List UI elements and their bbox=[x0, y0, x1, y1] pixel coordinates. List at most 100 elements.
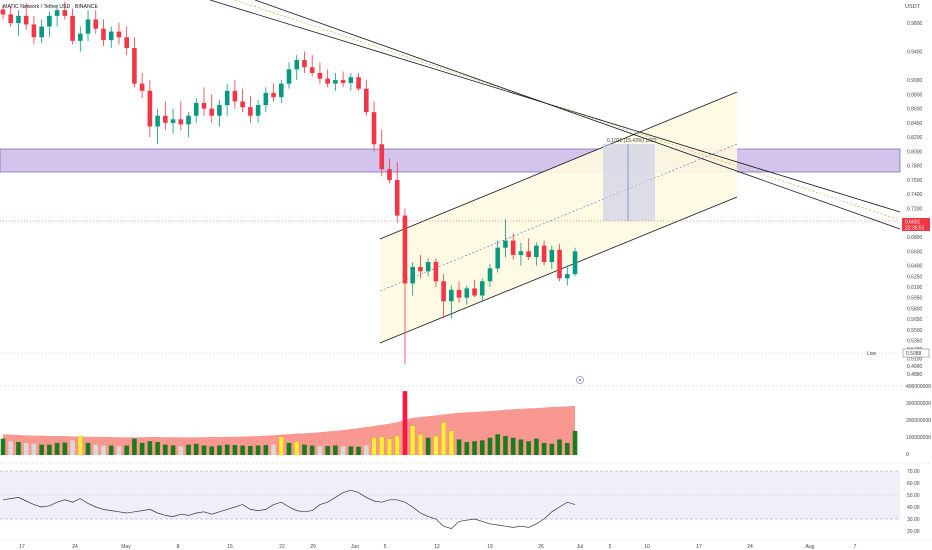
candle bbox=[78, 26, 83, 52]
candle-body bbox=[23, 15, 29, 25]
volume-bar bbox=[124, 445, 129, 455]
time-axis[interactable]: 17 24 May 8 15 22 29 Jun 5 12 19 26 Jul 5 10 17 24 Aug 7 bbox=[19, 544, 856, 550]
candle-body bbox=[286, 69, 292, 84]
price-axis-label: 0.4990 bbox=[907, 364, 923, 370]
candle-body bbox=[278, 83, 284, 98]
price-axis-label: 0.9800 bbox=[907, 21, 923, 27]
volume-bar bbox=[325, 446, 330, 455]
rsi-axis-label: 50.00 bbox=[907, 493, 920, 499]
candle bbox=[333, 72, 338, 91]
downtrend-lower-line[interactable] bbox=[254, 0, 901, 230]
volume-bar bbox=[0, 438, 6, 455]
candle bbox=[271, 83, 276, 102]
candle-body bbox=[93, 19, 99, 29]
candle-body bbox=[78, 33, 83, 41]
volume-bar bbox=[510, 437, 516, 455]
volume-bar bbox=[456, 439, 462, 455]
resistance-zone[interactable] bbox=[0, 148, 901, 173]
price-axis-label: 0.9400 bbox=[907, 50, 923, 56]
candle bbox=[456, 281, 462, 303]
candle bbox=[85, 10, 91, 41]
symbol-title[interactable]: MATIC Network / Tether USD · BINANCE bbox=[3, 4, 98, 10]
candle bbox=[356, 72, 361, 91]
volume-bar bbox=[348, 446, 354, 455]
volume-bar bbox=[425, 437, 431, 455]
volume-bar bbox=[309, 445, 315, 455]
price-axis-label: 0.6600 bbox=[907, 249, 923, 255]
rsi-axis-label: 30.00 bbox=[907, 517, 920, 523]
candle bbox=[572, 247, 578, 277]
candle-body bbox=[101, 28, 106, 41]
candle-body bbox=[364, 88, 369, 113]
price-axis[interactable]: 0.9800 0.9400 0.9000 0.8800 0.8600 0.8400 0.82… bbox=[907, 21, 923, 378]
bar-countdown: 22:36:51 bbox=[905, 226, 925, 232]
measure-label: 0.1022 (15.43%) 1022 bbox=[607, 138, 657, 144]
candle bbox=[193, 97, 199, 123]
candle bbox=[93, 10, 99, 34]
candle bbox=[394, 162, 400, 223]
candle-body bbox=[70, 15, 75, 41]
candle bbox=[526, 238, 531, 260]
volume-bar bbox=[178, 446, 184, 455]
price-range-measure[interactable] bbox=[603, 144, 655, 221]
volume-bar bbox=[8, 441, 14, 455]
volume-bar bbox=[487, 437, 493, 455]
volume-bar bbox=[495, 434, 501, 455]
candle bbox=[503, 219, 508, 257]
candle-body bbox=[518, 251, 524, 255]
drawings-layer: 0.1022 (15.43%) 1022 bbox=[0, 0, 901, 344]
candle-body bbox=[240, 101, 245, 108]
volume-ma-area bbox=[3, 405, 576, 455]
volume-axis-label: 200000000 bbox=[906, 418, 931, 424]
candle bbox=[510, 233, 516, 260]
volume-pane[interactable] bbox=[0, 391, 578, 456]
candle bbox=[116, 23, 122, 45]
candle-body bbox=[564, 274, 570, 279]
candle bbox=[170, 108, 176, 134]
candle-body bbox=[487, 268, 493, 282]
candle bbox=[47, 11, 52, 38]
candle-body bbox=[54, 10, 60, 16]
candle-body bbox=[549, 249, 555, 262]
volume-bar bbox=[286, 442, 292, 455]
current-price-badge bbox=[902, 218, 930, 231]
rsi-axis[interactable]: 70.00 60.00 50.00 40.00 30.00 20.00 bbox=[907, 469, 920, 535]
candle-body bbox=[418, 266, 423, 272]
candle-body bbox=[8, 14, 14, 23]
candle bbox=[449, 285, 454, 319]
volume-bar bbox=[387, 438, 392, 456]
channel-upper-line[interactable] bbox=[379, 91, 738, 240]
rsi-axis-label: 40.00 bbox=[907, 505, 920, 511]
candle-body bbox=[62, 10, 68, 16]
volume-bar bbox=[549, 443, 555, 455]
volume-bar bbox=[394, 435, 400, 456]
currency-label[interactable]: USDT bbox=[905, 4, 921, 10]
volume-bar bbox=[31, 443, 37, 455]
candle bbox=[201, 87, 207, 116]
settings-icon-center bbox=[579, 379, 581, 381]
time-axis-label: 29 bbox=[310, 544, 316, 550]
rsi-pane[interactable] bbox=[2, 489, 576, 529]
candle-body bbox=[31, 24, 37, 38]
candle-body bbox=[132, 47, 137, 84]
volume-bar bbox=[232, 444, 238, 455]
candle-body bbox=[402, 215, 408, 284]
candle-body bbox=[139, 83, 145, 91]
candle bbox=[186, 112, 191, 138]
rsi-line bbox=[2, 489, 576, 529]
candle bbox=[124, 26, 129, 56]
volume-bar bbox=[479, 440, 485, 455]
volume-bar bbox=[417, 434, 423, 456]
volume-axis[interactable]: 400000000 300000000 200000000 100000000 0 bbox=[906, 384, 931, 458]
candle-body bbox=[217, 105, 222, 116]
volume-bar bbox=[217, 445, 222, 455]
volume-bar bbox=[263, 444, 269, 455]
candle bbox=[472, 279, 477, 297]
volume-bar bbox=[333, 445, 338, 455]
price-axis-label: 0.7400 bbox=[907, 192, 923, 198]
candle-body bbox=[85, 19, 91, 34]
candle bbox=[263, 87, 269, 113]
candle-body bbox=[108, 31, 114, 41]
time-axis-label: 12 bbox=[434, 544, 440, 550]
